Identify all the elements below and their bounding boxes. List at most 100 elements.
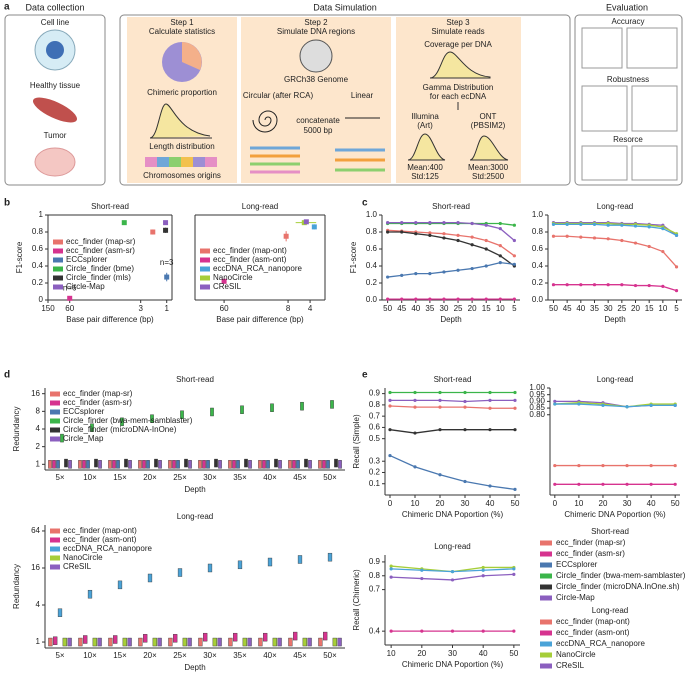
box: [228, 637, 233, 647]
point: [481, 629, 485, 633]
x-tick-label: 20: [417, 649, 426, 658]
step-title: Calculate statistics: [149, 27, 215, 36]
label: Length distribution: [149, 142, 214, 151]
x-tick-label: 35: [425, 304, 434, 313]
series-line: [389, 405, 515, 409]
point: [498, 261, 502, 265]
box: [138, 637, 143, 647]
legend-label: Circle_finder (mls): [66, 273, 131, 282]
label: Coverage per DNA: [424, 40, 492, 49]
point: [121, 220, 127, 226]
y-tick-label: 64: [31, 526, 40, 535]
point: [673, 482, 677, 486]
legend-label: Circle_Map: [63, 434, 104, 443]
legend-label: ECCsplorer: [556, 560, 598, 569]
point: [512, 223, 516, 227]
legend-label: ecc_finder (map-sr): [556, 538, 626, 547]
point: [513, 406, 517, 410]
series-line: [389, 454, 516, 491]
chrom-bar: [193, 157, 205, 167]
point: [420, 576, 424, 581]
point: [601, 403, 605, 407]
box: [182, 637, 187, 647]
point: [414, 232, 418, 236]
x-tick-label: 50×: [323, 651, 337, 660]
point: [420, 629, 424, 633]
box: [94, 458, 98, 468]
box: [138, 460, 142, 469]
box: [168, 460, 172, 469]
legend-swatch: [540, 540, 552, 546]
point: [512, 297, 516, 301]
point: [553, 463, 557, 468]
point: [553, 402, 557, 406]
box: [332, 637, 337, 647]
legend-label: ecc_finder (asm-ont): [63, 535, 137, 544]
point: [221, 278, 227, 284]
box: [327, 552, 333, 562]
box: [143, 634, 148, 643]
legend-swatch: [540, 630, 552, 636]
series-line: [553, 223, 677, 236]
section-box: [119, 14, 571, 186]
chrom-bar: [205, 157, 217, 167]
point: [484, 238, 488, 243]
point: [565, 222, 569, 226]
label: (Art): [417, 121, 433, 130]
point: [420, 568, 424, 572]
series-line: [554, 402, 676, 408]
y-tick-label: 0.0: [366, 295, 378, 304]
y-tick-label: 16: [31, 563, 40, 572]
point: [388, 390, 392, 395]
x-tick-label: 10: [411, 499, 420, 508]
chart-title: Long-read: [597, 202, 633, 211]
point: [498, 244, 502, 248]
box: [57, 608, 63, 617]
legend-swatch: [53, 248, 63, 254]
x-tick-label: 15: [645, 304, 654, 313]
point: [620, 223, 624, 227]
point: [400, 230, 404, 234]
point: [647, 283, 651, 288]
box: [338, 460, 342, 469]
x-tick-label: 40: [486, 499, 495, 508]
point: [625, 405, 629, 409]
legend-swatch: [50, 409, 60, 415]
y-tick-label: 0.4: [32, 261, 44, 270]
x-tick-label: 10: [387, 649, 396, 658]
x-tick-label: 30: [623, 499, 632, 508]
box: [258, 637, 263, 647]
point: [481, 568, 485, 572]
point: [512, 567, 516, 571]
box: [218, 460, 222, 469]
point: [388, 398, 392, 402]
point: [456, 221, 460, 225]
point: [673, 463, 677, 468]
y-tick-label: 1.00: [529, 383, 545, 392]
box: [240, 405, 244, 414]
y-axis-label: Redundancy: [12, 564, 21, 609]
y-tick-label: 1: [36, 459, 41, 468]
legend-swatch: [50, 528, 60, 534]
y-tick-label: 0: [39, 295, 44, 304]
point: [428, 233, 432, 237]
x-tick-label: 40: [411, 304, 420, 313]
point: [488, 406, 492, 410]
x-tick-label: 15×: [113, 651, 127, 660]
y-tick-label: 0.8: [532, 227, 544, 236]
x-tick-label: 45×: [293, 651, 307, 660]
legend-swatch: [53, 257, 63, 263]
x-axis-label: Chimeric DNA Poportion (%): [402, 510, 504, 519]
y-tick-label: 0.6: [366, 244, 378, 253]
item-label: Tumor: [44, 131, 67, 140]
point: [450, 629, 455, 633]
series-line: [387, 222, 515, 241]
legend-label: ecc_finder (asm-sr): [556, 549, 625, 558]
box: [288, 460, 292, 469]
legend-label: ecc_finder (map-ont): [213, 246, 287, 255]
point: [470, 221, 474, 226]
box: [198, 637, 203, 647]
series-line: [390, 399, 515, 403]
box: [158, 460, 162, 469]
legend-label: Circle_finder (bwa-mem-samblaster): [63, 416, 193, 425]
